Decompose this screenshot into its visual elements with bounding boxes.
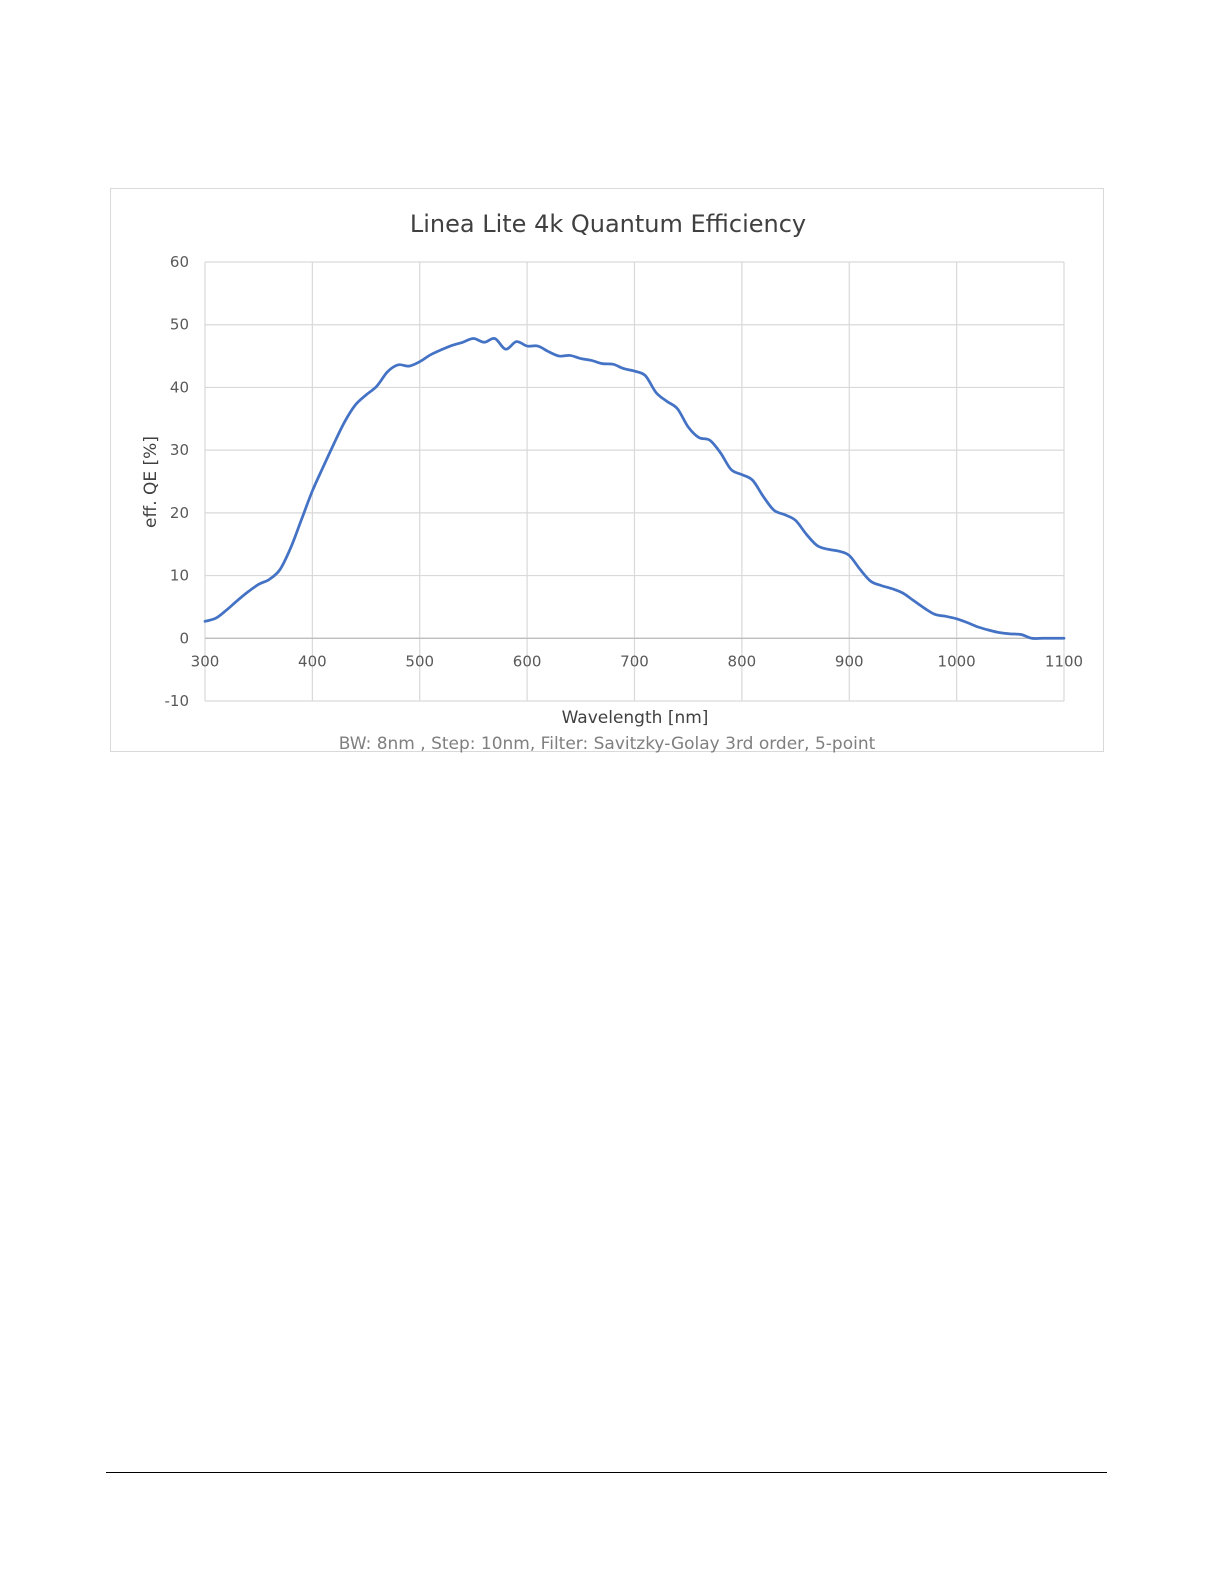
chart-title: Linea Lite 4k Quantum Efficiency (410, 210, 806, 238)
chart-container (110, 188, 1104, 752)
x-tick-label: 400 (298, 652, 327, 670)
y-axis-ticks: -10 0 10 20 30 40 50 60 (165, 253, 190, 710)
series-line-qe (203, 336, 1066, 640)
x-tick-label: 1000 (938, 652, 976, 670)
chart-note: BW: 8nm , Step: 10nm, Filter: Savitzky-G… (339, 734, 876, 754)
y-axis-title: eff. QE [%] (141, 436, 161, 528)
y-tick-label: 10 (170, 567, 189, 585)
footer-divider (106, 1472, 1107, 1473)
x-axis-ticks: 300 400 500 600 700 800 900 1000 1100 (191, 652, 1083, 670)
y-tick-label: 20 (170, 504, 189, 522)
x-tick-label: 300 (191, 652, 220, 670)
x-tick-label: 500 (405, 652, 434, 670)
y-tick-label: 0 (179, 629, 189, 647)
y-tick-label: -10 (165, 692, 190, 710)
y-tick-label: 30 (170, 441, 189, 459)
grid (204, 261, 1065, 702)
y-tick-label: 40 (170, 378, 189, 396)
x-tick-label: 1100 (1045, 652, 1083, 670)
x-tick-label: 700 (620, 652, 649, 670)
x-tick-label: 800 (728, 652, 757, 670)
y-tick-label: 60 (170, 253, 189, 271)
x-axis-title: Wavelength [nm] (562, 708, 709, 728)
x-tick-label: 900 (835, 652, 864, 670)
y-tick-label: 50 (170, 316, 189, 334)
x-tick-label: 600 (513, 652, 542, 670)
